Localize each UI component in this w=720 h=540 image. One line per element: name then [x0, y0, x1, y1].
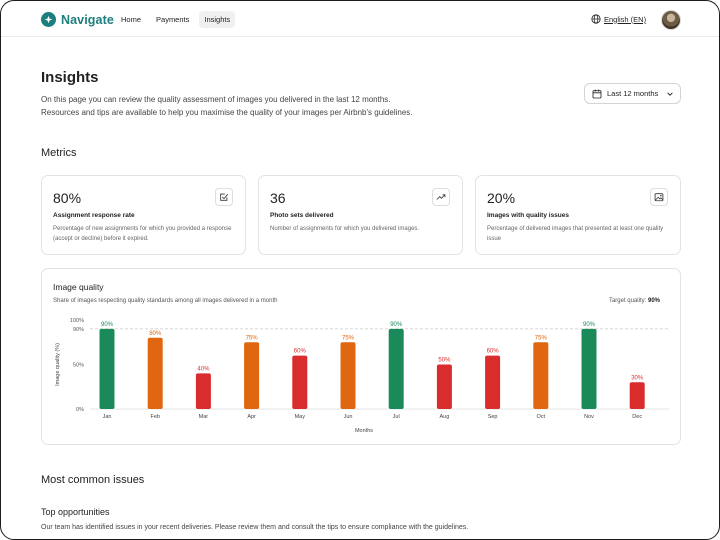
x-tick-label: Jul: [393, 414, 400, 420]
image-quality-card: Image quality Share of images respecting…: [41, 268, 681, 445]
metric-value: 80%: [53, 190, 82, 206]
target-quality-label: Target quality:: [608, 298, 647, 304]
bar-value-label: 60%: [487, 349, 500, 355]
target-quality-value: 90%: [647, 298, 660, 304]
bar-mar: [195, 373, 211, 409]
page-description-line: On this page you can review the quality …: [41, 95, 391, 104]
bar-value-label: 60%: [294, 349, 307, 355]
x-tick-label: Apr: [247, 414, 256, 420]
metrics-title: Metrics: [41, 147, 77, 159]
bar-value-label: 75%: [342, 335, 355, 341]
y-tick-label: 100%: [70, 318, 84, 324]
metric-card-response-rate: 80% Assignment response rate Percentage …: [41, 175, 246, 255]
check-square-icon: [215, 188, 233, 206]
bar-feb: [147, 337, 163, 409]
bar-value-label: 40%: [197, 366, 210, 372]
target-quality: Target quality: 90%: [609, 298, 660, 304]
bar-value-label: 75%: [535, 335, 548, 341]
x-tick-label: May: [295, 414, 306, 420]
page-description-line: Resources and tips are available to help…: [41, 108, 413, 117]
metric-description: Number of assignments for which you deli…: [270, 226, 420, 232]
brand-name: Navigate: [61, 12, 114, 27]
y-axis-label: Image quality (%): [55, 343, 61, 386]
bar-value-label: 30%: [631, 375, 644, 381]
metric-description: Percentage of delivered images that pres…: [487, 226, 664, 242]
language-label: English (EN): [604, 14, 647, 24]
y-tick-label: 0%: [76, 407, 84, 413]
bar-value-label: 50%: [438, 358, 451, 364]
x-tick-label: Sep: [488, 414, 498, 420]
nav-payments[interactable]: Payments: [156, 15, 190, 24]
x-tick-label: Aug: [440, 414, 450, 420]
top-opportunities-title: Top opportunities: [41, 507, 110, 517]
top-opportunities-description: Our team has identified issues in your r…: [41, 524, 469, 531]
bar-value-label: 75%: [246, 335, 259, 341]
bar-value-label: 80%: [149, 331, 162, 337]
y-tick-label: 50%: [73, 363, 84, 369]
bar-nov: [581, 328, 597, 409]
x-tick-label: Feb: [150, 414, 159, 420]
metric-card-quality-issues: 20% Images with quality issues Percentag…: [475, 175, 681, 255]
page-description: On this page you can review the quality …: [41, 93, 511, 119]
x-tick-label: Mar: [199, 414, 209, 420]
metric-label: Photo sets delivered: [270, 212, 334, 219]
bar-value-label: 90%: [101, 322, 114, 328]
x-axis-label: Months: [355, 428, 373, 434]
globe-icon: [591, 14, 601, 24]
metric-value: 36: [270, 190, 286, 206]
x-tick-label: Oct: [537, 414, 546, 420]
x-tick-label: Jun: [344, 414, 353, 420]
user-avatar[interactable]: [661, 10, 681, 30]
x-tick-label: Nov: [584, 414, 594, 420]
bar-dec: [629, 382, 645, 409]
nav-links: Home Payments Insights: [116, 11, 240, 28]
metric-card-photo-sets: 36 Photo sets delivered Number of assign…: [258, 175, 463, 255]
image-quality-chart: 0% 50% 90% 100% Image quality (%) 90% Jan 80% Fe…: [55, 318, 669, 434]
bar-value-label: 90%: [583, 322, 596, 328]
bar-jun: [340, 342, 356, 409]
page-title: Insights: [41, 69, 99, 86]
nav-home[interactable]: Home: [121, 15, 142, 24]
bar-jul: [388, 328, 404, 409]
compass-logo-icon: [41, 12, 56, 27]
chevron-down-icon: [667, 91, 674, 96]
bar-value-label: 90%: [390, 322, 403, 328]
nav-insights[interactable]: Insights: [199, 11, 236, 28]
metric-value: 20%: [487, 190, 516, 206]
image-alert-icon: [650, 188, 668, 206]
period-label: Last 12 months: [607, 89, 659, 98]
x-tick-label: Dec: [632, 414, 642, 420]
bar-aug: [436, 364, 452, 409]
metric-description: Percentage of new assignments for which …: [53, 226, 232, 242]
period-dropdown[interactable]: Last 12 months: [584, 83, 681, 104]
chart-subtitle: Share of images respecting quality stand…: [53, 298, 278, 304]
bar-jan: [99, 328, 115, 409]
bar-may: [292, 355, 308, 409]
language-selector[interactable]: English (EN): [591, 14, 646, 24]
top-nav: Navigate Home Payments Insights English …: [1, 1, 719, 37]
brand-logo[interactable]: Navigate: [41, 12, 114, 27]
y-tick-label: 90%: [73, 327, 84, 333]
bar-oct: [533, 342, 549, 409]
metric-label: Images with quality issues: [487, 212, 569, 219]
chart-title: Image quality: [53, 282, 104, 292]
bar-sep: [485, 355, 501, 409]
calendar-icon: [592, 89, 602, 98]
issues-title: Most common issues: [41, 474, 145, 486]
bar-apr: [244, 342, 260, 409]
trending-up-icon: [432, 188, 450, 206]
metric-label: Assignment response rate: [53, 212, 135, 219]
x-tick-label: Jan: [103, 414, 112, 420]
